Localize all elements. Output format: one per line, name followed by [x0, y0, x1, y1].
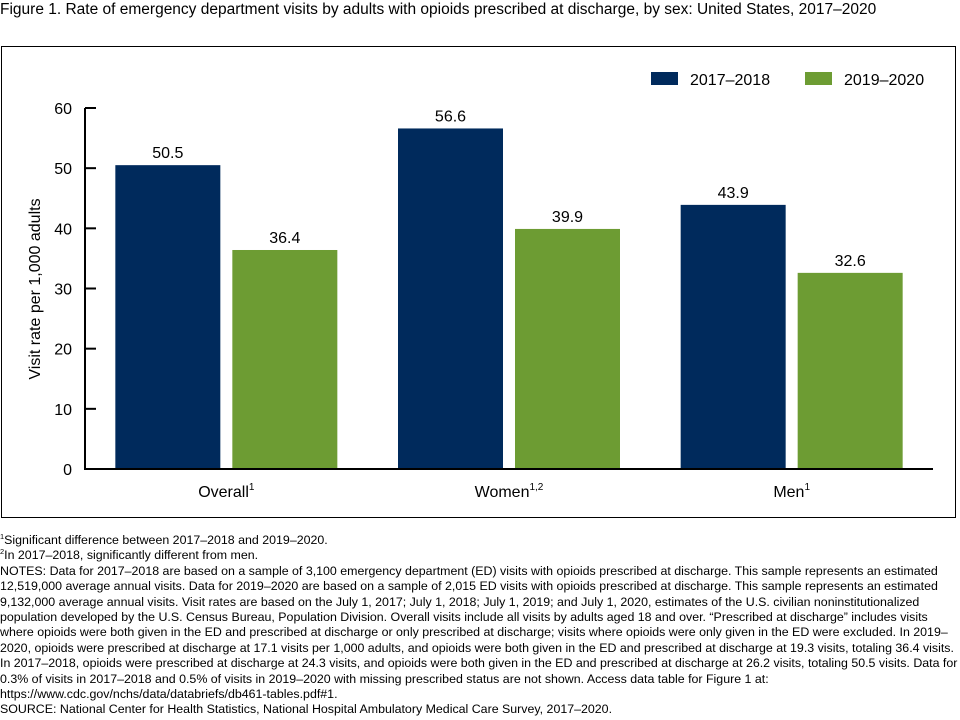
x-axis-labels: Overall1 Women1,2 Men1 — [198, 482, 810, 501]
chart-frame — [1, 46, 956, 518]
bars: 50.5 36.4 56.6 39.9 43.9 32.6 — [115, 108, 903, 469]
bar-chart: 0 10 20 30 40 50 60 50.5 36.4 56.6 39.9 43.9 32.6 O… — [27, 72, 933, 501]
bar — [680, 204, 786, 468]
source-text: SOURCE: National Center for Health Stati… — [0, 702, 613, 717]
legend-swatch — [651, 72, 678, 85]
x-tick-label: Men1 — [773, 482, 810, 501]
bar — [115, 165, 221, 469]
bar — [797, 272, 903, 468]
data-label: 56.6 — [435, 108, 466, 125]
y-axis-title: Visit rate per 1,000 adults — [27, 198, 44, 379]
legend-label: 2019–2020 — [844, 72, 924, 89]
y-tick-label: 50 — [54, 161, 72, 178]
y-tick-label: 10 — [54, 402, 72, 419]
data-label: 39.9 — [552, 209, 583, 226]
y-tick-label: 0 — [63, 462, 72, 479]
x-tick-label: Women1,2 — [475, 482, 544, 501]
footnote-1: 1Significant difference between 2017–201… — [0, 531, 328, 547]
legend: 2017–2018 2019–2020 — [651, 72, 924, 89]
notes-section: 1Significant difference between 2017–201… — [0, 533, 958, 718]
y-tick-label: 20 — [54, 342, 72, 359]
notes-text: NOTES: Data for 2017–2018 are based on a… — [0, 563, 958, 702]
figure-title: Figure 1. Rate of emergency department v… — [0, 1, 877, 18]
y-axis: 0 10 20 30 40 50 60 — [54, 101, 933, 479]
y-tick-label: 60 — [54, 101, 72, 118]
data-label: 43.9 — [718, 185, 749, 202]
data-label: 32.6 — [835, 253, 866, 270]
legend-swatch — [805, 72, 832, 85]
y-tick-label: 30 — [54, 282, 72, 299]
bar — [515, 228, 620, 468]
data-label: 36.4 — [269, 230, 300, 247]
bar — [232, 249, 338, 468]
legend-label: 2017–2018 — [690, 72, 770, 89]
x-tick-label: Overall1 — [198, 482, 255, 501]
footnote-2: 2In 2017–2018, significantly different f… — [0, 547, 259, 563]
y-tick-label: 40 — [54, 221, 72, 238]
bar — [398, 128, 503, 468]
data-label: 50.5 — [152, 145, 183, 162]
